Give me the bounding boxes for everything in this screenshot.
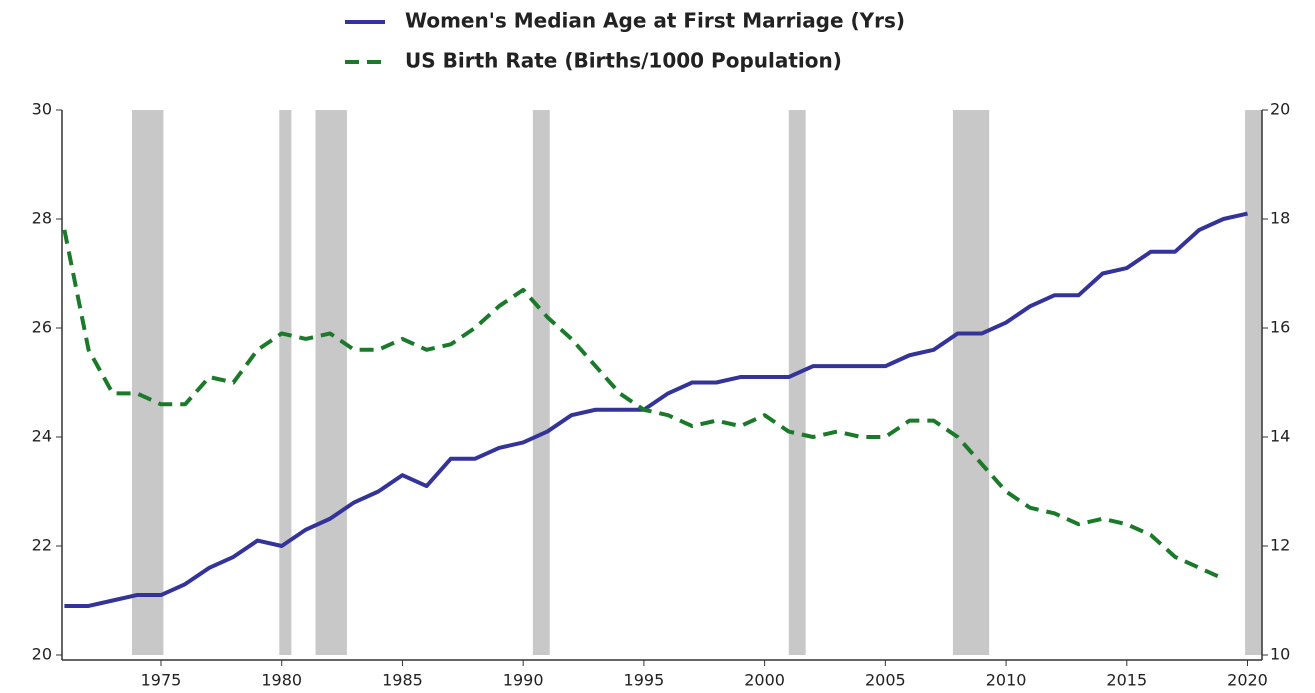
x-tick-label: 1995 <box>624 671 665 690</box>
y2-tick-label: 18 <box>1270 209 1290 228</box>
legend-label: Women's Median Age at First Marriage (Yr… <box>405 9 905 33</box>
recession-band <box>952 110 990 655</box>
y-tick-label: 28 <box>32 209 52 228</box>
y2-tick-label: 14 <box>1270 427 1290 446</box>
series-line <box>64 211 1248 608</box>
recession-band <box>132 110 164 655</box>
x-tick-label: 1985 <box>382 671 423 690</box>
y2-tick-label: 12 <box>1270 536 1290 555</box>
y2-tick-label: 10 <box>1270 645 1290 664</box>
legend-label: US Birth Rate (Births/1000 Population) <box>405 49 842 73</box>
x-tick-label: 2005 <box>865 671 906 690</box>
x-tick-label: 2010 <box>986 671 1027 690</box>
recession-band <box>315 110 347 655</box>
y-tick-label: 30 <box>32 100 52 119</box>
y-tick-label: 22 <box>32 536 52 555</box>
x-tick-label: 1975 <box>141 671 182 690</box>
series-line <box>62 229 1225 581</box>
recession-band <box>788 110 806 655</box>
y-tick-label: 26 <box>32 318 52 337</box>
x-tick-label: 1990 <box>503 671 544 690</box>
y-tick-label: 24 <box>32 427 52 446</box>
y2-tick-label: 20 <box>1270 100 1290 119</box>
x-tick-label: 2000 <box>744 671 785 690</box>
x-tick-label: 1980 <box>261 671 302 690</box>
recession-band <box>279 110 292 655</box>
recession-band <box>1245 110 1262 655</box>
y2-tick-label: 16 <box>1270 318 1290 337</box>
y-tick-label: 20 <box>32 645 52 664</box>
x-tick-label: 2015 <box>1106 671 1147 690</box>
recession-band <box>532 110 550 655</box>
x-tick-label: 2020 <box>1227 671 1268 690</box>
